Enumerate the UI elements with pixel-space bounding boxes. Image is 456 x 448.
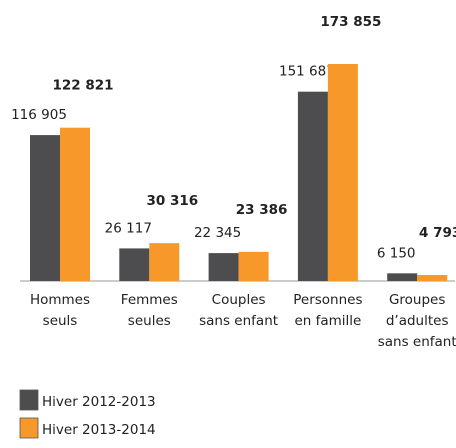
data-label: 116 905 <box>11 107 67 123</box>
data-label: 26 117 <box>105 220 152 236</box>
data-label: 122 821 <box>52 78 113 94</box>
x-tick-label: Groupes d’adultes sans enfant <box>377 292 456 350</box>
legend-swatch <box>19 417 39 439</box>
x-tick-label: Hommes seuls <box>29 292 91 329</box>
data-label: 6 150 <box>377 245 416 261</box>
legend-label: Hiver 2012-2013 <box>42 394 156 410</box>
bar <box>387 273 418 281</box>
data-label: 30 316 <box>146 193 198 209</box>
bar <box>119 248 150 281</box>
x-tick-label: Couples sans enfant <box>199 292 279 329</box>
data-label: 151 687 <box>279 64 335 80</box>
bar <box>327 64 358 281</box>
bar <box>149 243 180 281</box>
x-tick-label: Personnes en famille <box>293 292 363 329</box>
data-label: 23 386 <box>236 202 288 218</box>
data-label: 173 855 <box>320 14 381 30</box>
data-label: 4 793 <box>419 225 456 241</box>
legend-swatch <box>19 389 39 411</box>
bar <box>208 253 239 281</box>
bar <box>60 127 90 281</box>
data-label: 22 345 <box>194 225 241 241</box>
bar <box>297 91 328 281</box>
bar <box>417 275 448 281</box>
legend-label: Hiver 2013-2014 <box>42 422 156 438</box>
bar <box>30 135 60 281</box>
bar <box>238 251 269 281</box>
x-tick-label: Femmes seules <box>120 292 178 329</box>
